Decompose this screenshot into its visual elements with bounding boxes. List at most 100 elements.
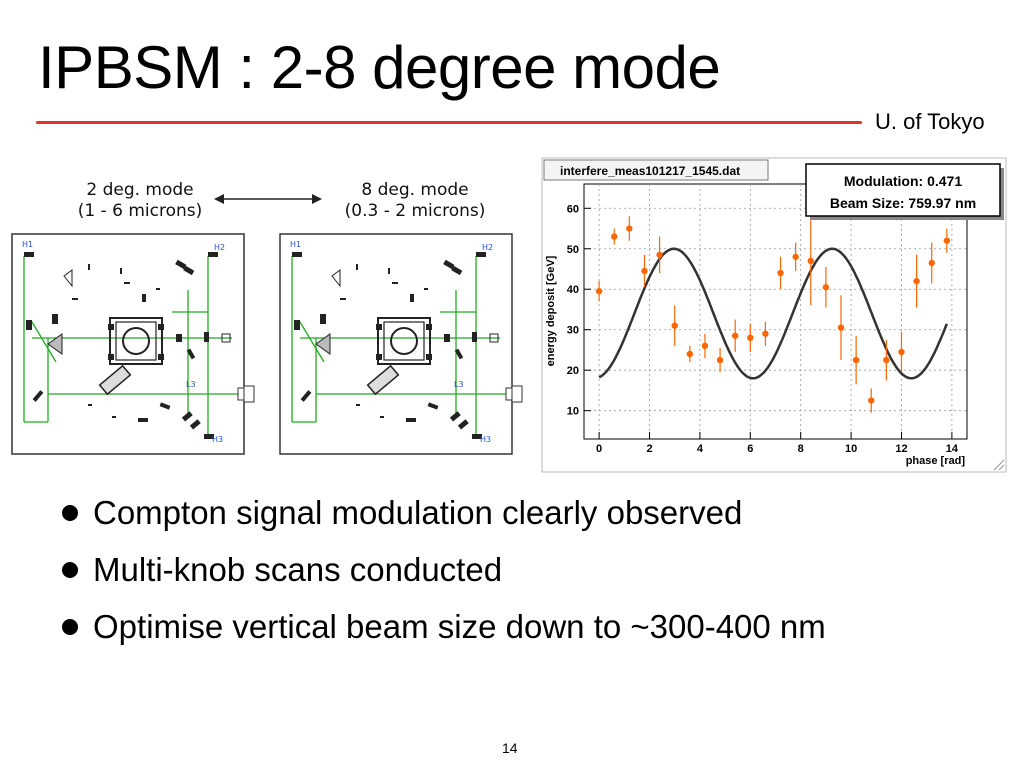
x-tick-label: 14 xyxy=(946,443,959,455)
point-marker xyxy=(747,334,754,342)
chart-title-box xyxy=(543,159,769,181)
data-point xyxy=(852,335,860,385)
point-marker xyxy=(641,267,648,275)
point-marker xyxy=(822,284,830,291)
point-marker xyxy=(762,330,769,337)
label-l3-left: L3 xyxy=(186,380,196,389)
y-tick-label: 60 xyxy=(567,203,579,215)
data-point xyxy=(731,319,739,352)
bullet-text: Multi-knob scans conducted xyxy=(93,551,503,588)
data-point xyxy=(686,345,694,363)
chart-svg: interfere_meas101217_1545.dat 0 2 4 6 8 10 12 1… xyxy=(541,157,1007,473)
left-mode-range: (1 - 6 microns) xyxy=(77,201,203,221)
point-marker xyxy=(898,348,905,356)
axis-ticks: 0 2 4 6 8 10 12 14 10 20 30 40 50 60 xyxy=(567,203,959,455)
x-tick-label: 12 xyxy=(895,443,907,455)
point-marker xyxy=(701,342,709,350)
data-point xyxy=(928,242,935,284)
data-point xyxy=(701,333,709,359)
double-arrow-icon xyxy=(214,194,322,204)
data-point xyxy=(807,216,814,306)
label-h1-left: H1 xyxy=(22,240,33,249)
data-point xyxy=(943,228,951,253)
optics-diagram: 2 deg. mode (1 - 6 microns) 8 deg. mode … xyxy=(8,178,528,460)
point-marker xyxy=(883,356,890,364)
y-tick-label: 50 xyxy=(567,244,579,256)
label-h2-right: H2 xyxy=(482,243,493,252)
data-point xyxy=(837,295,845,361)
label-h2-left: H2 xyxy=(214,243,225,252)
point-marker xyxy=(837,324,845,331)
modulation-chart: interfere_meas101217_1545.dat 0 2 4 6 8 10 12 1… xyxy=(540,156,1010,481)
label-h3-right: H3 xyxy=(480,435,491,444)
x-tick-label: 4 xyxy=(697,443,704,455)
data-point xyxy=(595,281,603,302)
label-l3-right: L3 xyxy=(454,380,464,389)
beam-size-value: Beam Size: 759.97 nm xyxy=(830,195,976,211)
point-marker xyxy=(943,237,951,244)
data-point xyxy=(822,266,830,308)
point-marker xyxy=(913,277,920,285)
point-marker xyxy=(611,233,618,240)
y-tick-label: 20 xyxy=(567,365,579,377)
y-tick-label: 30 xyxy=(567,325,579,337)
page-number: 14 xyxy=(502,740,518,756)
point-marker xyxy=(671,322,678,329)
bullet-text: Optimise vertical beam size down to ~300… xyxy=(93,608,826,645)
x-tick-label: 8 xyxy=(798,443,804,455)
point-marker xyxy=(656,251,663,259)
bullet-dot-icon xyxy=(62,619,78,635)
point-marker xyxy=(595,288,603,295)
data-point xyxy=(626,216,633,241)
stats-box: Modulation: 0.471 Beam Size: 759.97 nm xyxy=(805,163,1004,220)
optics-svg: H1 H2 H3 L3 H1 H2 H3 L3 xyxy=(11,194,523,455)
y-tick-label: 10 xyxy=(567,406,579,418)
data-point xyxy=(716,347,724,373)
chart-title: interfere_meas101217_1545.dat xyxy=(560,164,740,178)
point-marker xyxy=(716,356,724,364)
bullet-item: Multi-knob scans conducted xyxy=(60,553,826,610)
data-point xyxy=(883,339,890,381)
data-point xyxy=(913,254,920,308)
x-tick-label: 6 xyxy=(747,443,753,455)
plot-frame xyxy=(583,183,968,440)
right-mode-range: (0.3 - 2 microns) xyxy=(344,201,486,221)
right-mode-title: 8 deg. mode xyxy=(361,180,469,200)
data-point xyxy=(777,256,784,290)
x-tick-label: 10 xyxy=(845,443,857,455)
resize-grip-icon xyxy=(993,459,1005,471)
left-mode-title: 2 deg. mode xyxy=(86,180,194,200)
bullet-item: Optimise vertical beam size down to ~300… xyxy=(60,610,826,667)
point-marker xyxy=(868,397,875,404)
point-marker xyxy=(852,356,860,364)
x-tick-label: 2 xyxy=(646,443,652,455)
point-marker xyxy=(686,350,694,358)
data-point xyxy=(868,388,875,413)
bullet-list: Compton signal modulation clearly observ… xyxy=(60,496,826,667)
affiliation: U. of Tokyo xyxy=(875,109,985,134)
title-divider xyxy=(36,121,862,124)
left-optics-panel xyxy=(11,233,255,455)
x-axis-label: phase [rad] xyxy=(906,455,966,467)
right-mode-label: 8 deg. mode (0.3 - 2 microns) xyxy=(330,180,500,222)
data-point xyxy=(792,242,799,272)
left-mode-label: 2 deg. mode (1 - 6 microns) xyxy=(60,180,220,222)
grid xyxy=(584,184,967,439)
data-point xyxy=(671,305,678,346)
bullet-item: Compton signal modulation clearly observ… xyxy=(60,496,826,553)
point-marker xyxy=(807,257,814,265)
data-point xyxy=(656,236,663,274)
data-points xyxy=(595,216,951,413)
fit-curve xyxy=(598,247,948,380)
bullet-dot-icon xyxy=(62,505,78,521)
data-point xyxy=(641,254,648,288)
bullet-text: Compton signal modulation clearly observ… xyxy=(93,494,743,531)
point-marker xyxy=(777,269,784,277)
point-marker xyxy=(792,253,799,261)
bullet-dot-icon xyxy=(62,562,78,578)
data-point xyxy=(898,331,905,373)
modulation-value: Modulation: 0.471 xyxy=(844,173,962,189)
data-point xyxy=(762,321,769,346)
y-tick-label: 40 xyxy=(567,284,579,296)
slide-title: IPBSM : 2-8 degree mode xyxy=(38,34,721,101)
